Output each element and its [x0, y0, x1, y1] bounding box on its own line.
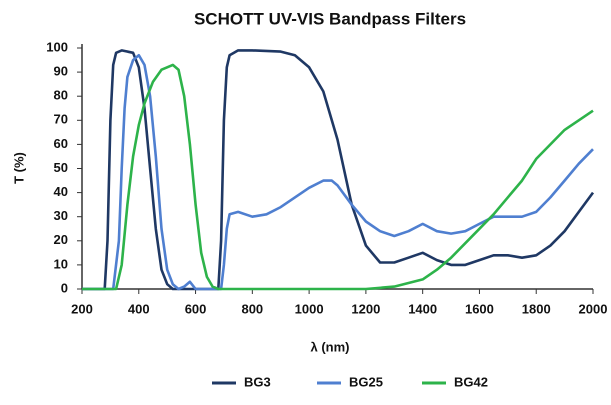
y-tick-label: 50 [54, 160, 68, 175]
chart-title: SCHOTT UV-VIS Bandpass Filters [194, 9, 466, 28]
y-tick-label: 10 [54, 256, 68, 271]
x-tick-label: 1200 [351, 301, 380, 316]
line-series [82, 49, 595, 291]
y-tick-label: 90 [54, 64, 68, 79]
x-tick-label: 1800 [522, 301, 551, 316]
x-tick-label: 1000 [295, 301, 324, 316]
y-axis-label: T (%) [11, 152, 26, 184]
line-series [82, 53, 594, 291]
x-tick-label: 800 [241, 301, 263, 316]
y-tick-label: 20 [54, 232, 68, 247]
x-tick-label: 1400 [408, 301, 437, 316]
x-tick-label: 400 [128, 301, 150, 316]
y-tick-label: 0 [61, 280, 68, 295]
legend-label: BG42 [454, 374, 488, 389]
y-tick-label: 100 [46, 39, 68, 54]
x-tick-label: 2000 [579, 301, 608, 316]
y-tick-label: 30 [54, 208, 68, 223]
y-tick-label: 40 [54, 184, 68, 199]
y-tick-label: 60 [54, 136, 68, 151]
x-axis-label: λ (nm) [311, 339, 350, 354]
legend-label: BG25 [349, 374, 383, 389]
y-tick-label: 70 [54, 112, 68, 127]
y-tick-label: 80 [54, 88, 68, 103]
line-series [82, 63, 594, 291]
x-tick-label: 1600 [465, 301, 494, 316]
x-tick-label: 600 [185, 301, 207, 316]
x-tick-label: 200 [71, 301, 93, 316]
legend-label: BG3 [244, 374, 271, 389]
